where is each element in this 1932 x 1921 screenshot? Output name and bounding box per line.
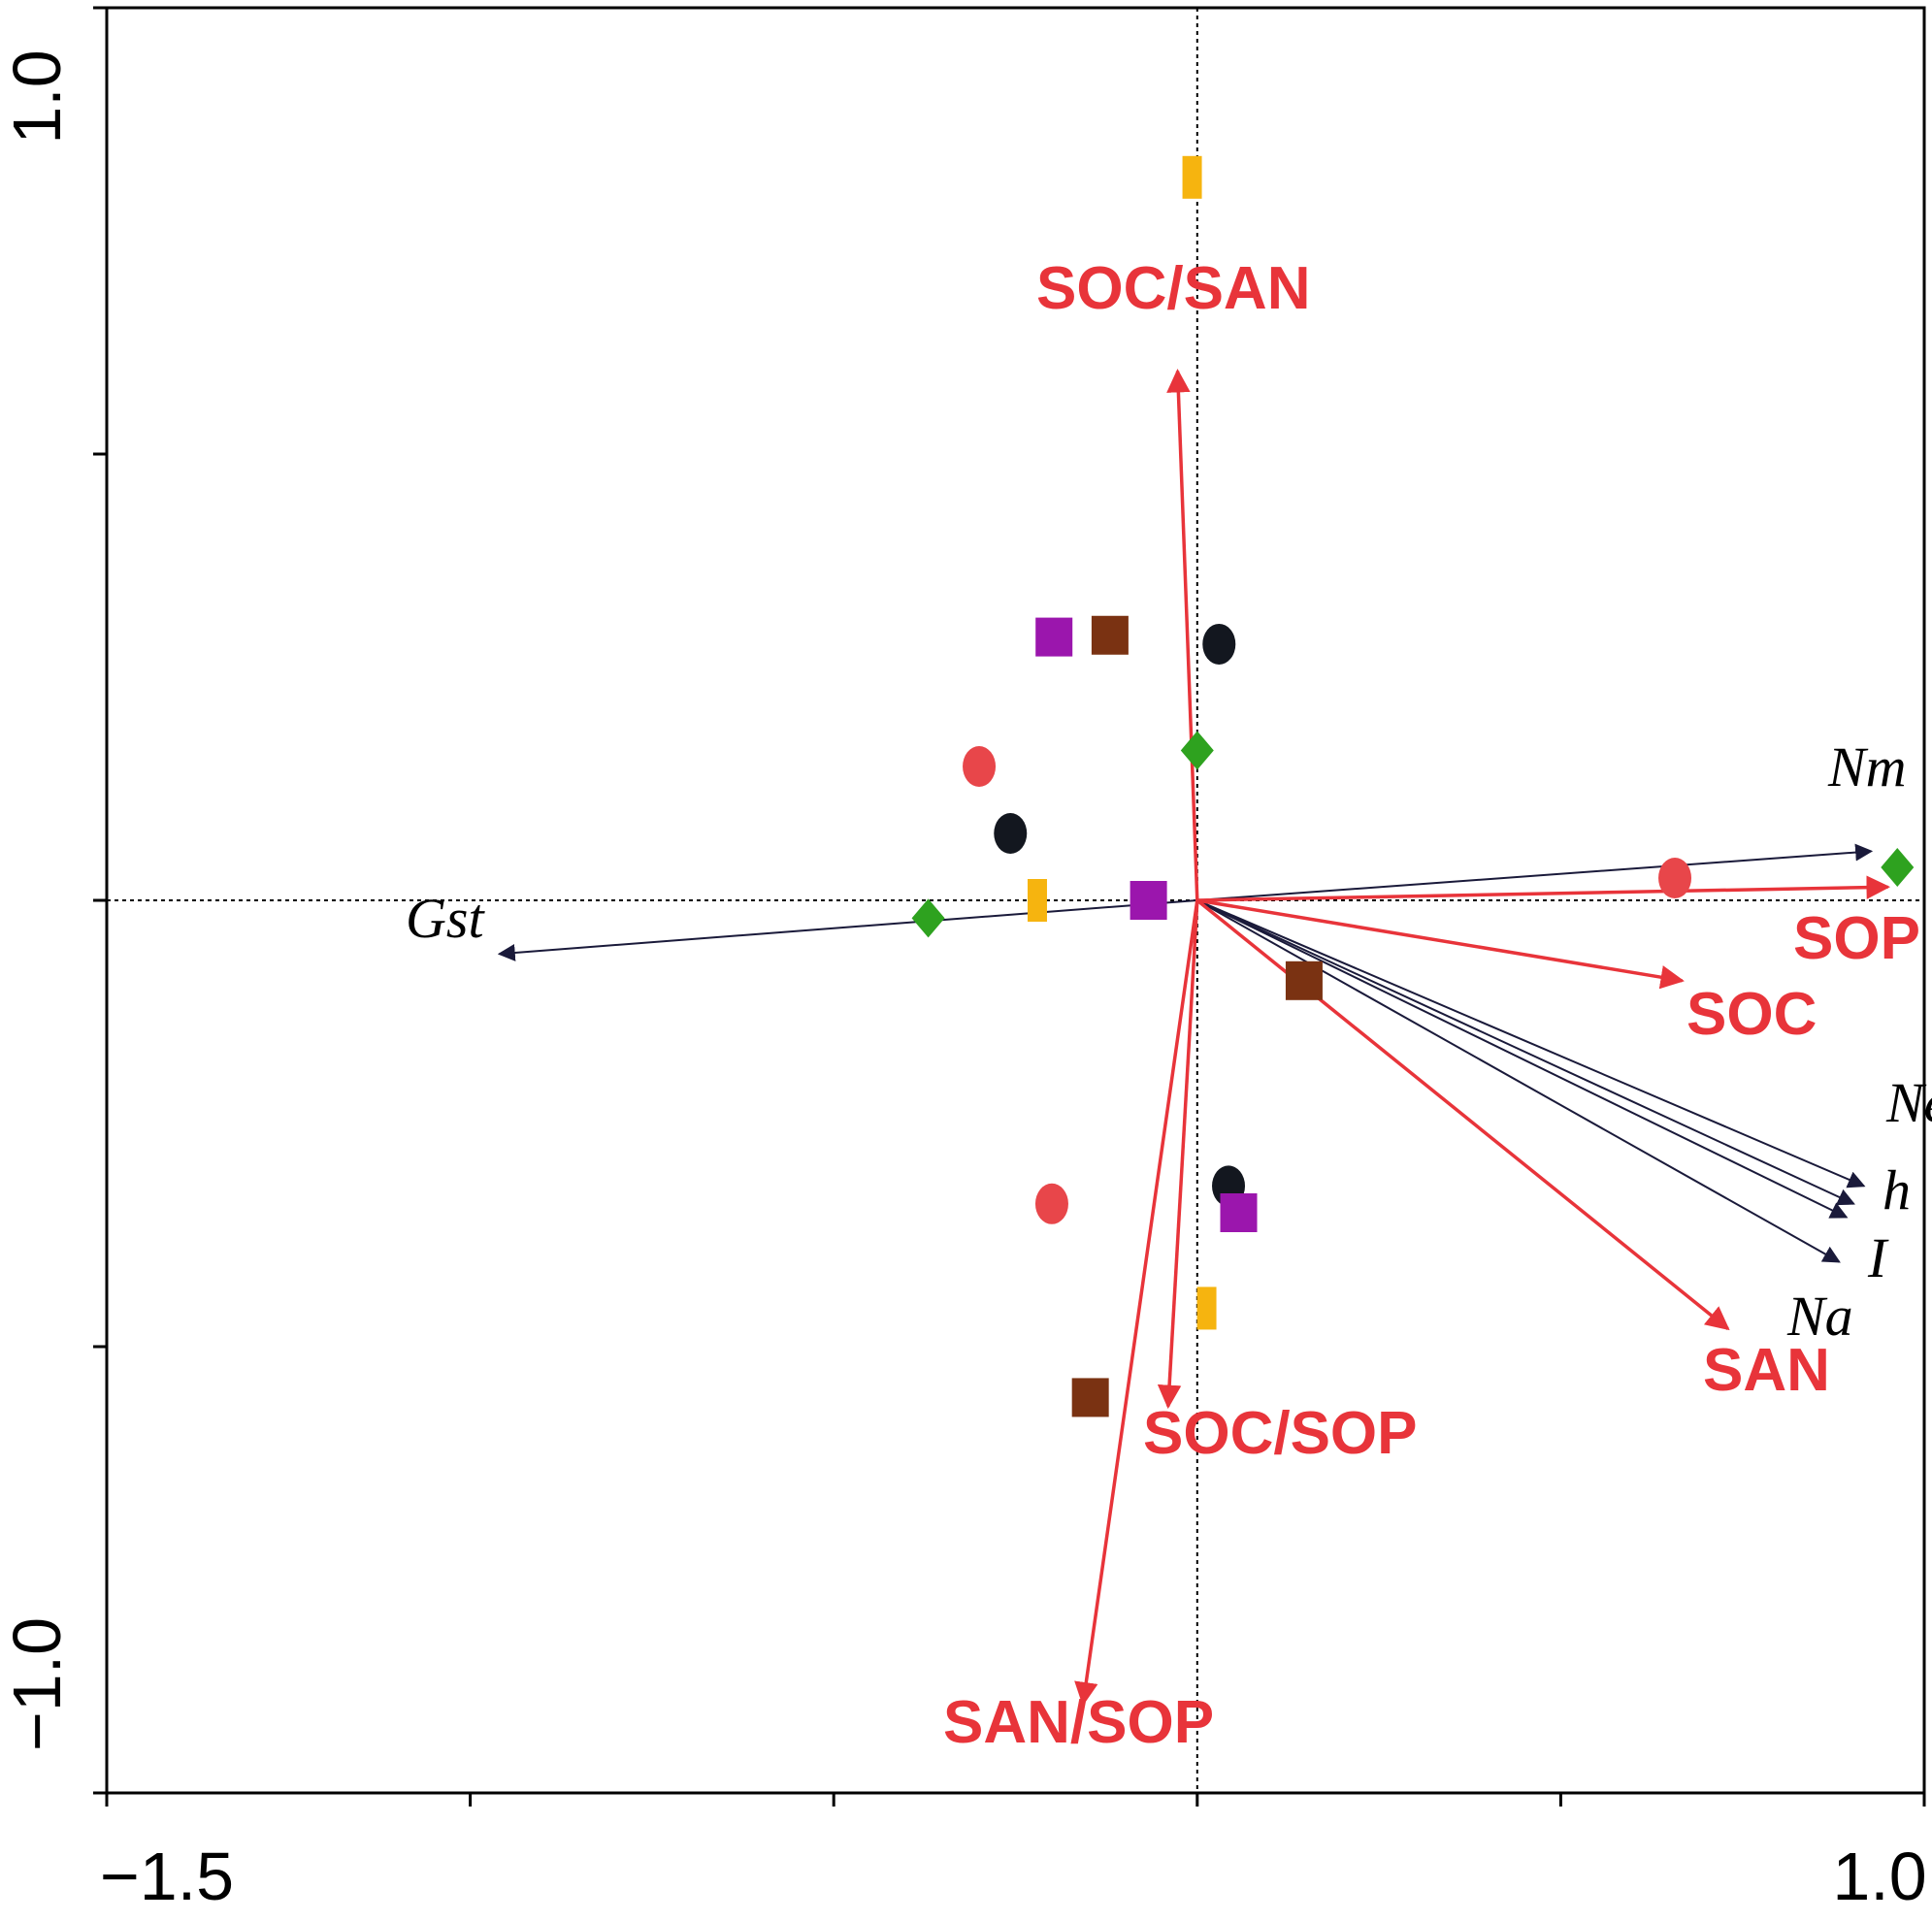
genetic-vector-gst (497, 899, 1197, 961)
sample-point-diamond (911, 898, 945, 938)
sample-point-bar (1182, 155, 1202, 199)
sample-point-square (1035, 617, 1073, 657)
sample-point-square (1285, 960, 1323, 1000)
sample-point-bar (1027, 879, 1047, 922)
genetic-vector-label-na: Na (1786, 1285, 1853, 1348)
env-vector-label-san-sop: SAN/SOP (943, 1689, 1214, 1756)
genetic-vector-label-h: h (1883, 1158, 1911, 1221)
env-vector-label-san: SAN (1703, 1337, 1830, 1404)
env-vector-sop (1196, 875, 1890, 902)
sample-point-diamond (1881, 847, 1915, 887)
y-tick-label-min: −1.0 (0, 1617, 75, 1751)
sample-point-circle (963, 746, 997, 787)
genetic-vector-label-i: I (1867, 1226, 1889, 1289)
env-vector-san (1195, 898, 1730, 1331)
y-tick-label-max: 1.0 (0, 49, 75, 144)
x-tick-label-max: 1.0 (1832, 1839, 1926, 1914)
sample-points-layer (911, 155, 1915, 1417)
genetic-vector-i (1196, 899, 1841, 1263)
plot-frame-layer (93, 6, 1926, 1807)
env-vector-label-soc-san: SOC/SAN (1036, 255, 1310, 322)
vector-layer (497, 368, 1890, 1707)
genetic-vector-nm (1196, 843, 1874, 901)
env-vector-label-soc: SOC (1686, 981, 1817, 1048)
sample-point-circle (1658, 858, 1692, 898)
env-vector-label-soc-sop: SOC/SOP (1143, 1400, 1418, 1467)
genetic-vector-na (1196, 899, 1849, 1219)
x-tick-label-min: −1.5 (100, 1839, 234, 1914)
genetic-vector-label-nm: Nm (1827, 735, 1907, 798)
sample-point-circle (994, 813, 1028, 854)
genetic-vector-label-gst: Gst (406, 887, 485, 950)
sample-point-circle (1202, 623, 1236, 665)
sample-point-bar (1196, 1286, 1217, 1330)
genetic-vector-ne (1196, 899, 1866, 1188)
sample-point-square (1071, 1378, 1109, 1417)
sample-point-diamond (1180, 731, 1214, 770)
sample-point-square (1091, 615, 1129, 655)
sample-point-square (1130, 881, 1167, 920)
genetic-vector-label-ne: Ne (1885, 1071, 1932, 1134)
env-vector-soc (1196, 898, 1685, 990)
sample-point-square (1220, 1193, 1258, 1232)
sample-point-circle (1034, 1183, 1068, 1224)
env-vector-san-sop (1074, 899, 1199, 1707)
reference-lines-layer (107, 8, 1924, 1793)
env-vector-soc-sop (1157, 899, 1199, 1410)
env-vector-soc-san (1166, 368, 1199, 901)
genetic-vector-h (1196, 899, 1855, 1206)
axis-labels-layer: −1.5 1.0 1.0 −1.0 (0, 49, 1927, 1914)
env-vector-label-sop: SOP (1793, 905, 1920, 972)
